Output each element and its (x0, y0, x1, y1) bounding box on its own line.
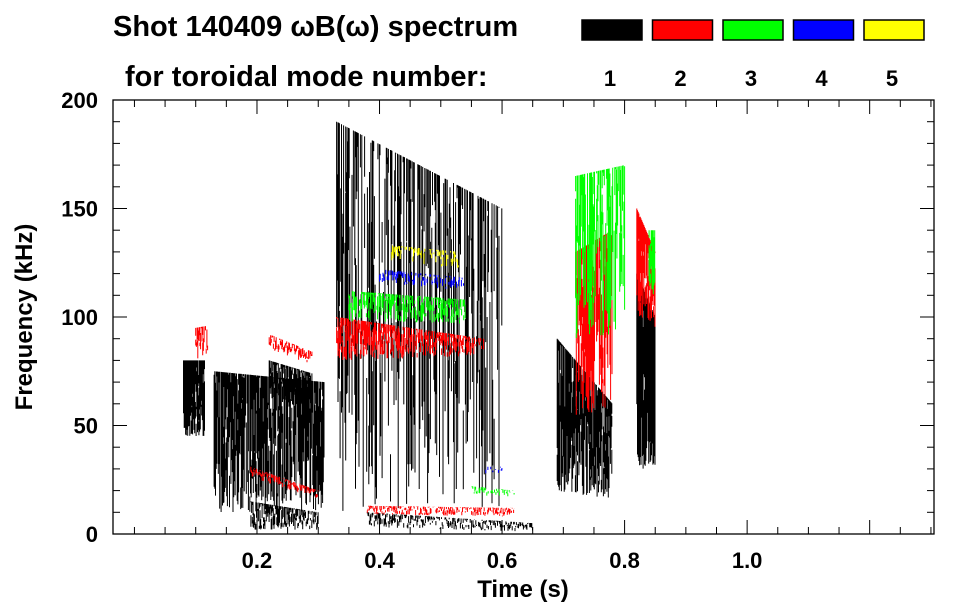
legend-swatch-mode-1 (581, 19, 643, 41)
plot-frame (112, 99, 935, 535)
y-axis-label: Frequency (kHz) (11, 224, 38, 411)
x-tick-label: 0.8 (609, 548, 640, 573)
spectrogram-marks (183, 121, 656, 532)
legend-swatch-mode-2 (651, 19, 714, 41)
mode-1-strokes (366, 512, 533, 532)
mode-1-feature (556, 338, 613, 498)
legend-label-mode-3: 3 (745, 66, 757, 91)
y-tick-label: 150 (61, 197, 98, 222)
x-tick-label: 0.6 (487, 548, 518, 573)
x-tick-label: 0.2 (242, 548, 273, 573)
mode-1-strokes (183, 360, 205, 436)
mode-4-strokes (485, 466, 503, 474)
legend-swatch-mode-5 (863, 19, 925, 41)
mode-3-feature (575, 165, 626, 338)
axis-ticks: 0.2 0.4 0.6 0.8 1.0 0 50 100 150 200 (61, 88, 934, 573)
mode-5-strokes (391, 245, 459, 268)
mode-5-feature (391, 245, 459, 268)
mode-1-feature (268, 360, 313, 406)
mode-2-strokes (195, 326, 209, 359)
x-tick-label: 0.4 (364, 548, 395, 573)
mode-3-strokes (575, 165, 626, 338)
mode-4-strokes (379, 269, 464, 289)
mode-1-strokes (250, 501, 319, 530)
legend: 1 2 3 4 5 (581, 19, 925, 91)
mode-3-strokes (648, 230, 656, 295)
y-tick-label: 0 (86, 522, 98, 547)
legend-label-mode-2: 2 (674, 66, 686, 91)
mode-2-feature (336, 317, 485, 360)
mode-1-feature (366, 512, 533, 532)
mode-4-feature (485, 466, 503, 474)
mode-3-strokes (471, 486, 515, 497)
chart-subtitle: for toroidal mode number: (125, 61, 488, 93)
mode-1-strokes (556, 338, 613, 498)
mode-2-strokes (336, 317, 485, 360)
mode-3-feature (471, 486, 515, 497)
mode-2-feature (195, 326, 209, 359)
legend-label-mode-5: 5 (886, 66, 898, 91)
mode-2-strokes (268, 335, 313, 363)
y-tick-label: 100 (61, 305, 98, 330)
mode-2-feature (268, 335, 313, 363)
x-axis-label: Time (s) (477, 576, 569, 603)
mode-4-feature (379, 269, 464, 289)
mode-2-strokes (366, 505, 515, 517)
mode-3-strokes (348, 291, 466, 324)
legend-label-mode-1: 1 (604, 66, 616, 91)
mode-1-feature (183, 360, 205, 436)
mode-1-strokes (268, 360, 313, 406)
y-tick-label: 200 (61, 88, 98, 113)
legend-swatch-mode-4 (792, 19, 855, 41)
y-tick-label: 50 (74, 414, 98, 439)
legend-label-mode-4: 4 (815, 66, 828, 91)
legend-swatch-mode-3 (722, 19, 784, 41)
mode-1-feature (250, 501, 319, 530)
mode-3-feature (648, 230, 656, 295)
mode-2-feature (366, 505, 515, 517)
chart-title: Shot 140409 ωB(ω) spectrum (113, 11, 518, 43)
mode-3-feature (348, 291, 466, 324)
x-tick-label: 1.0 (732, 548, 763, 573)
